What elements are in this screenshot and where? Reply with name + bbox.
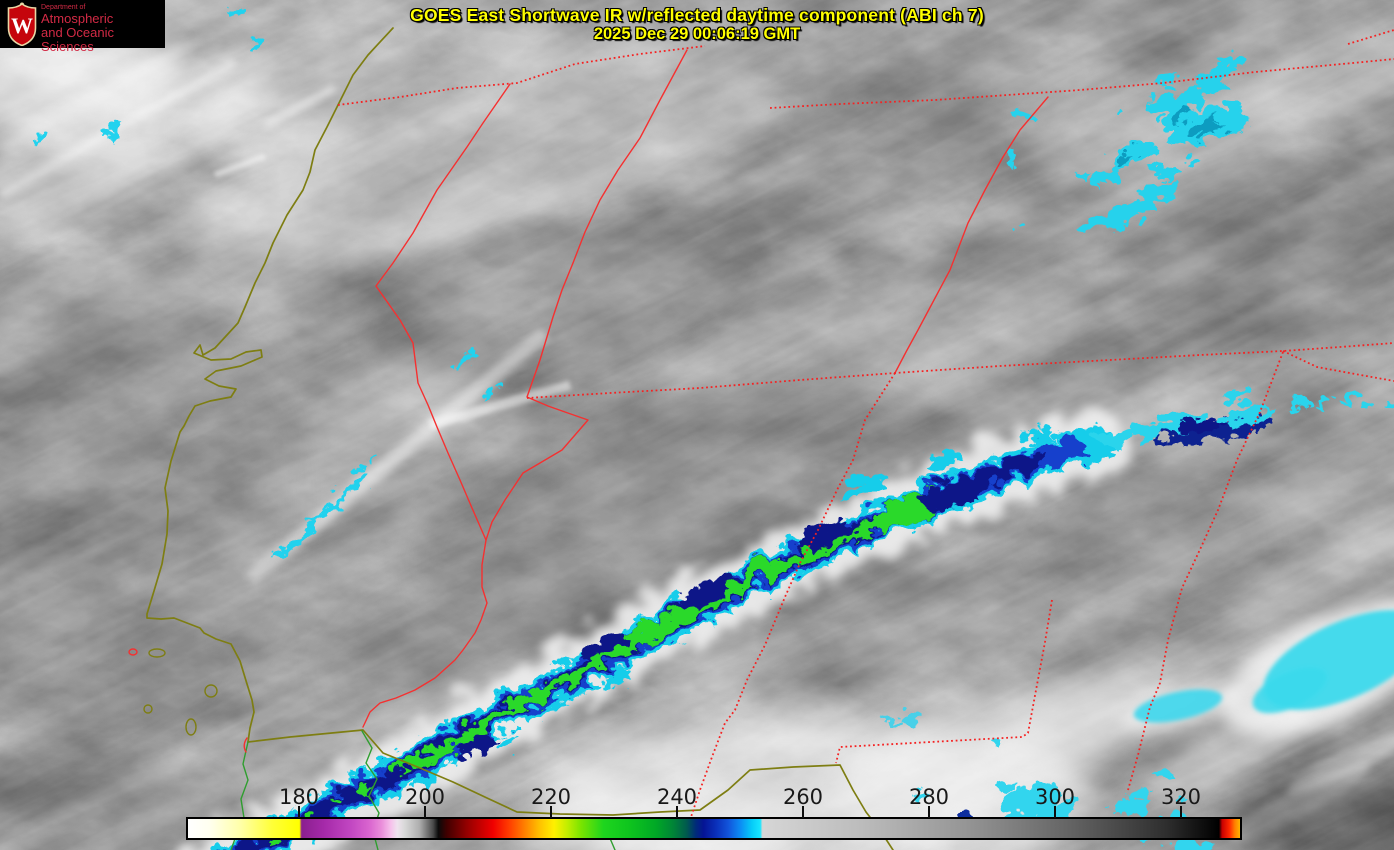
logo-text: Department of Atmospheric and Oceanic Sc…: [41, 4, 165, 54]
timestamp: 2025 Dec 29 00:06:19 GMT: [593, 25, 801, 43]
colorbar-tick: [802, 806, 804, 818]
svg-text:W: W: [11, 13, 33, 38]
colorbar-tick: [298, 806, 300, 818]
smooth-cold-patches: [1133, 610, 1394, 723]
colorbar-tick-label: 300: [1034, 785, 1076, 809]
colorbar-tick-label: 240: [656, 785, 698, 809]
inland-border: [247, 729, 894, 850]
colorbar-tick: [676, 806, 678, 818]
colorbar-tick: [550, 806, 552, 818]
colorbar-tick-label: 180: [278, 785, 320, 809]
colorbar-tick-label: 260: [782, 785, 824, 809]
coastline: [146, 27, 394, 743]
colorbar-tick: [1054, 806, 1056, 818]
colorbar-tick-label: 320: [1160, 785, 1202, 809]
solid-red-boundaries: [243, 49, 1049, 753]
colorbar-gradient: [188, 819, 1240, 838]
product-title: GOES East Shortwave IR w/reflected dayti…: [410, 5, 984, 25]
uw-crest-icon: W: [7, 2, 37, 46]
colorbar-tick-label: 200: [404, 785, 446, 809]
colorbar-tick: [928, 806, 930, 818]
colorbar-tick-label: 220: [530, 785, 572, 809]
colorbar-tick-label: 280: [908, 785, 950, 809]
logo-line2: and Oceanic Sciences: [41, 25, 114, 54]
logo-line1: Atmospheric: [41, 11, 114, 26]
image-title-block: GOES East Shortwave IR w/reflected dayti…: [0, 5, 1394, 44]
uw-aos-logo: W Department of Atmospheric and Oceanic …: [0, 0, 165, 54]
colorbar-tick: [424, 806, 426, 818]
map-boundary-lines: [128, 27, 1394, 850]
band-extension-patches: [1092, 383, 1393, 440]
colorbar-tick: [1180, 806, 1182, 818]
temperature-colorbar: [186, 817, 1242, 840]
enhanced-cloud-band: [177, 404, 1123, 850]
islands: [128, 648, 218, 736]
upper-right-enhancement-cluster: [1004, 47, 1243, 229]
cloud-shadows: [0, 170, 1394, 850]
logo-department: Department of: [41, 4, 86, 11]
dotted-red-boundaries: [337, 29, 1394, 821]
